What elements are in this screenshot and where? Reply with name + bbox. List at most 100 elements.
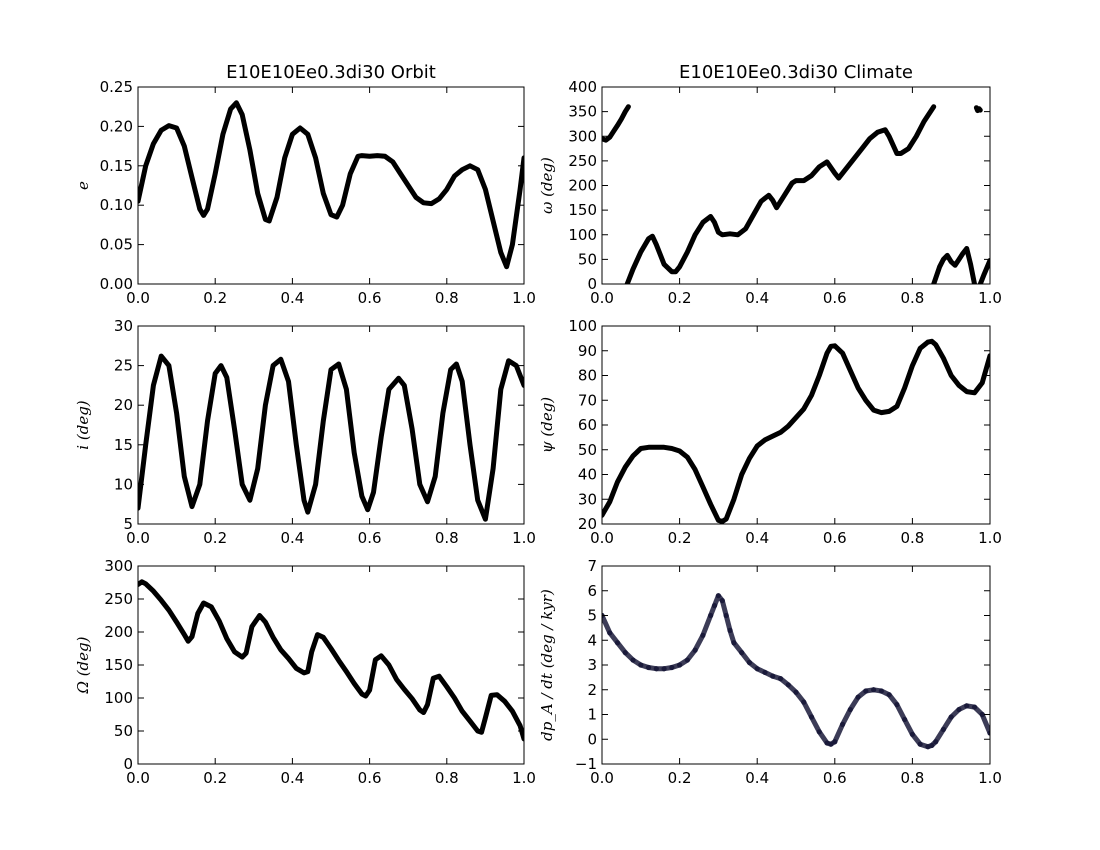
y-tick-label: 5 (123, 515, 133, 533)
y-tick-label: 30 (114, 317, 133, 335)
x-tick-label: 0.2 (668, 769, 692, 787)
series-line-4 (977, 257, 990, 284)
x-tick-label: 0.4 (745, 529, 769, 547)
x-tick-label: 1.0 (512, 289, 536, 307)
y-tick-label: 6 (587, 582, 597, 600)
data-point (909, 731, 916, 737)
data-point (770, 673, 776, 679)
y-tick-label: 0.25 (100, 78, 133, 96)
data-point (607, 630, 613, 636)
panel-orbit-inclination: 0.0 0.2 0.4 0.6 0.8 1.0 5 10 15 20 25 30 i (deg) (74, 317, 536, 547)
series-line-2 (931, 246, 977, 284)
data-point (987, 730, 990, 736)
data-point (746, 659, 753, 666)
y-tick-label: 50 (578, 250, 597, 268)
data-point (715, 593, 722, 599)
series-line-0 (138, 100, 524, 270)
data-point (677, 662, 683, 668)
x-tick-label: 0.8 (435, 289, 459, 307)
y-tick-label: 0 (587, 730, 597, 748)
data-point (777, 676, 784, 682)
series-line-0 (602, 104, 631, 143)
data-point (847, 706, 853, 713)
y-tick-label: 0.15 (100, 157, 133, 175)
y-tick-label: 250 (568, 152, 597, 170)
y-tick-label: 4 (587, 631, 597, 649)
series-line-3 (973, 105, 983, 114)
data-point (855, 694, 861, 700)
data-point (692, 647, 698, 653)
x-tick-label: 0.4 (280, 529, 304, 547)
data-point (614, 640, 621, 646)
y-tick-label: 0 (123, 755, 133, 773)
data-layer (602, 104, 990, 284)
x-tick-label: 0.6 (823, 529, 847, 547)
x-tick-label: 0.6 (358, 289, 382, 307)
x-tick-label: 0.0 (590, 769, 614, 787)
y-tick-label: 200 (104, 623, 133, 641)
data-point (719, 598, 725, 604)
y-tick-label: 20 (114, 396, 133, 414)
x-tick-label: 0.0 (126, 529, 150, 547)
y-tick-label: 250 (104, 590, 133, 608)
data-point (948, 714, 954, 720)
y-tick-label: 15 (114, 436, 133, 454)
x-tick-label: 0.4 (745, 769, 769, 787)
y-tick-label: 100 (568, 317, 597, 335)
data-point (839, 721, 846, 728)
y-tick-label: 300 (568, 127, 597, 145)
y-tick-label: 10 (114, 475, 133, 493)
x-tick-label: 0.6 (823, 769, 847, 787)
data-point (816, 729, 822, 735)
data-point (979, 711, 985, 718)
data-point (622, 650, 628, 656)
y-tick-label: 100 (104, 689, 133, 707)
x-tick-label: 0.4 (280, 769, 304, 787)
data-point (971, 704, 978, 710)
data-point (940, 726, 947, 732)
data-point (964, 703, 970, 709)
data-point (669, 664, 675, 671)
x-tick-label: 1.0 (978, 289, 1002, 307)
panel-orbit-node: 0.0 0.2 0.4 0.6 0.8 1.0 0 50 100 150 200 250 300 Ω (d… (74, 557, 536, 787)
x-tick-label: 0.4 (280, 289, 304, 307)
data-point (723, 612, 729, 619)
data-point (700, 632, 706, 638)
plot-area (602, 326, 990, 524)
data-point (711, 603, 718, 609)
data-point (762, 669, 768, 676)
y-tick-label: 0 (587, 275, 597, 293)
x-tick-label: 0.6 (358, 529, 382, 547)
y-tick-label: 0.10 (100, 196, 133, 214)
y-tick-label: 400 (568, 78, 597, 96)
panel-climate-precession-rate: 0.0 0.2 0.4 0.6 0.8 1.0 −1 0 1 2 3 4 5 6 7 dp_A / dt (d… (538, 557, 1002, 787)
x-tick-label: 0.0 (126, 769, 150, 787)
x-tick-label: 0.0 (590, 289, 614, 307)
plot-area (138, 566, 524, 764)
y-tick-label: 80 (578, 367, 597, 385)
data-point (739, 650, 745, 656)
panel-orbit-eccentricity: 0.0 0.2 0.4 0.6 0.8 1.0 0.00 0.05 0.10 0.15 0.20 0.… (74, 62, 536, 307)
series-line-0 (602, 338, 990, 524)
data-point (878, 688, 884, 694)
y-tick-label: 350 (568, 103, 597, 121)
data-layer (602, 338, 990, 524)
panel-climate-obliquity: 0.0 0.2 0.4 0.6 0.8 1.0 20 30 40 50 60 70 80 90 100 ψ (… (538, 317, 1002, 547)
data-point (933, 739, 939, 745)
y-tick-label: 0.00 (100, 275, 133, 293)
x-tick-label: 0.2 (203, 289, 227, 307)
y-axis-label: Ω (deg) (74, 636, 92, 694)
y-tick-label: 40 (578, 466, 597, 484)
x-tick-label: 1.0 (978, 769, 1002, 787)
data-point (871, 687, 877, 693)
plot-area (138, 87, 524, 284)
chart-title: E10E10Ee0.3di30 Climate (679, 62, 913, 83)
y-tick-label: 300 (104, 557, 133, 575)
data-point (902, 716, 908, 723)
y-tick-label: 0.05 (100, 236, 133, 254)
x-tick-label: 0.8 (900, 769, 924, 787)
x-tick-label: 1.0 (512, 769, 536, 787)
data-point (727, 627, 733, 633)
data-layer (602, 593, 990, 750)
